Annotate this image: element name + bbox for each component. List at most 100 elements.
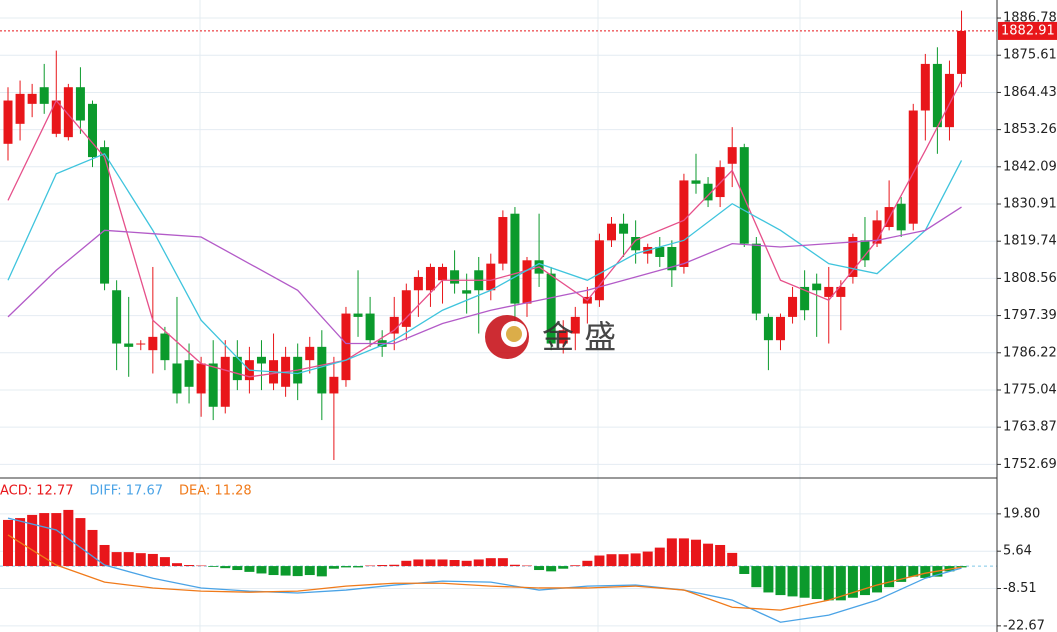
- macd-bar: [618, 554, 629, 567]
- y-tick-label: 1864.43: [1003, 85, 1057, 100]
- candle-body: [594, 240, 604, 301]
- candle-body: [920, 63, 930, 111]
- candle-body: [679, 180, 689, 267]
- macd-bar: [956, 566, 967, 568]
- macd-bar: [316, 566, 327, 577]
- macd-bar: [377, 565, 388, 567]
- macd-bar: [159, 557, 170, 567]
- candle-body: [558, 330, 568, 344]
- candle-body: [317, 346, 327, 394]
- candle-body: [860, 240, 870, 261]
- y-tick-label: 1797.39: [1003, 308, 1057, 323]
- candle-body: [63, 87, 73, 138]
- macd-bar: [546, 566, 557, 572]
- candle-body: [763, 316, 773, 341]
- macd-bar: [751, 566, 762, 588]
- y-tick-label: 5.64: [1003, 544, 1032, 559]
- y-tick-label: 1830.91: [1003, 197, 1057, 212]
- candle-body: [232, 356, 242, 381]
- candle-body: [413, 276, 423, 291]
- macd-bar: [896, 566, 907, 582]
- candle-body: [739, 147, 749, 244]
- ma-line: [7, 80, 963, 378]
- macd-bar: [654, 547, 665, 567]
- macd-bar: [292, 566, 303, 577]
- macd-bar: [594, 555, 605, 567]
- candle-body: [184, 360, 194, 387]
- macd-bar: [509, 564, 520, 567]
- candle-body: [220, 356, 230, 407]
- macd-bar: [425, 559, 436, 567]
- macd-bar: [171, 563, 182, 567]
- candle-body: [510, 213, 520, 304]
- macd-bar: [690, 539, 701, 567]
- plot-layer: [0, 10, 997, 627]
- candle-body: [691, 180, 701, 184]
- macd-bar: [437, 559, 448, 567]
- candle-body: [365, 313, 375, 341]
- candle-body: [136, 343, 146, 345]
- legend-label: DEA: 11.28: [179, 484, 252, 499]
- candle-body: [196, 363, 206, 394]
- macd-bar: [268, 566, 279, 576]
- macd-bar: [208, 566, 219, 567]
- candle-body: [957, 30, 967, 74]
- y-tick-label: 1842.09: [1003, 159, 1057, 174]
- legend-label: DIFF: 17.67: [89, 484, 163, 499]
- candle-body: [124, 343, 134, 347]
- y-tick-label: 1853.26: [1003, 122, 1057, 137]
- candle-body: [438, 266, 448, 281]
- macd-bar: [485, 558, 496, 567]
- candle-body: [751, 243, 761, 314]
- legend-label: ACD: 12.77: [0, 484, 73, 499]
- watermark: 金 盛: [485, 315, 616, 359]
- macd-bar: [123, 552, 134, 567]
- macd-bar: [75, 518, 86, 567]
- candle-body: [667, 246, 677, 271]
- macd-bar: [111, 552, 122, 567]
- line: [7, 534, 962, 611]
- candle-body: [546, 273, 556, 344]
- y-tick-label: 1819.74: [1003, 234, 1057, 249]
- line: [7, 517, 962, 623]
- candle-body: [703, 183, 713, 201]
- macd-bar: [642, 551, 653, 567]
- macd-bar: [280, 566, 291, 576]
- macd-bar: [449, 560, 460, 567]
- candle-body: [619, 223, 629, 234]
- macd-bar: [184, 565, 195, 567]
- macd-bar: [244, 566, 255, 572]
- macd-bar: [799, 566, 810, 598]
- y-tick-label: -8.51: [1003, 581, 1037, 596]
- macd-bar: [497, 558, 508, 567]
- candle-body: [522, 260, 532, 304]
- macd-bar: [558, 566, 569, 569]
- macd-bar: [413, 559, 424, 567]
- macd-bar: [872, 566, 883, 593]
- candle-body: [932, 63, 942, 128]
- candle-body: [75, 87, 85, 121]
- macd-bar: [787, 566, 798, 597]
- last-price-label: 1882.91: [1001, 23, 1055, 38]
- macd-bar: [811, 566, 822, 600]
- candle-body: [848, 237, 858, 277]
- macd-bar: [87, 529, 98, 567]
- candle-body: [908, 110, 918, 224]
- candle-body: [305, 346, 315, 361]
- candle-body: [100, 147, 110, 284]
- watermark-text: 金 盛: [542, 318, 616, 356]
- candle-body: [112, 290, 122, 344]
- macd-bar: [775, 566, 786, 596]
- candle-body: [812, 283, 822, 291]
- macd-bar: [27, 514, 38, 567]
- logo: [506, 326, 522, 342]
- candle-body: [896, 203, 906, 231]
- macd-bar: [823, 566, 834, 601]
- candle-body: [872, 220, 882, 244]
- macd-bar: [908, 566, 919, 577]
- candle-body: [148, 336, 158, 351]
- candle-body: [256, 356, 266, 364]
- candle-body: [944, 73, 954, 128]
